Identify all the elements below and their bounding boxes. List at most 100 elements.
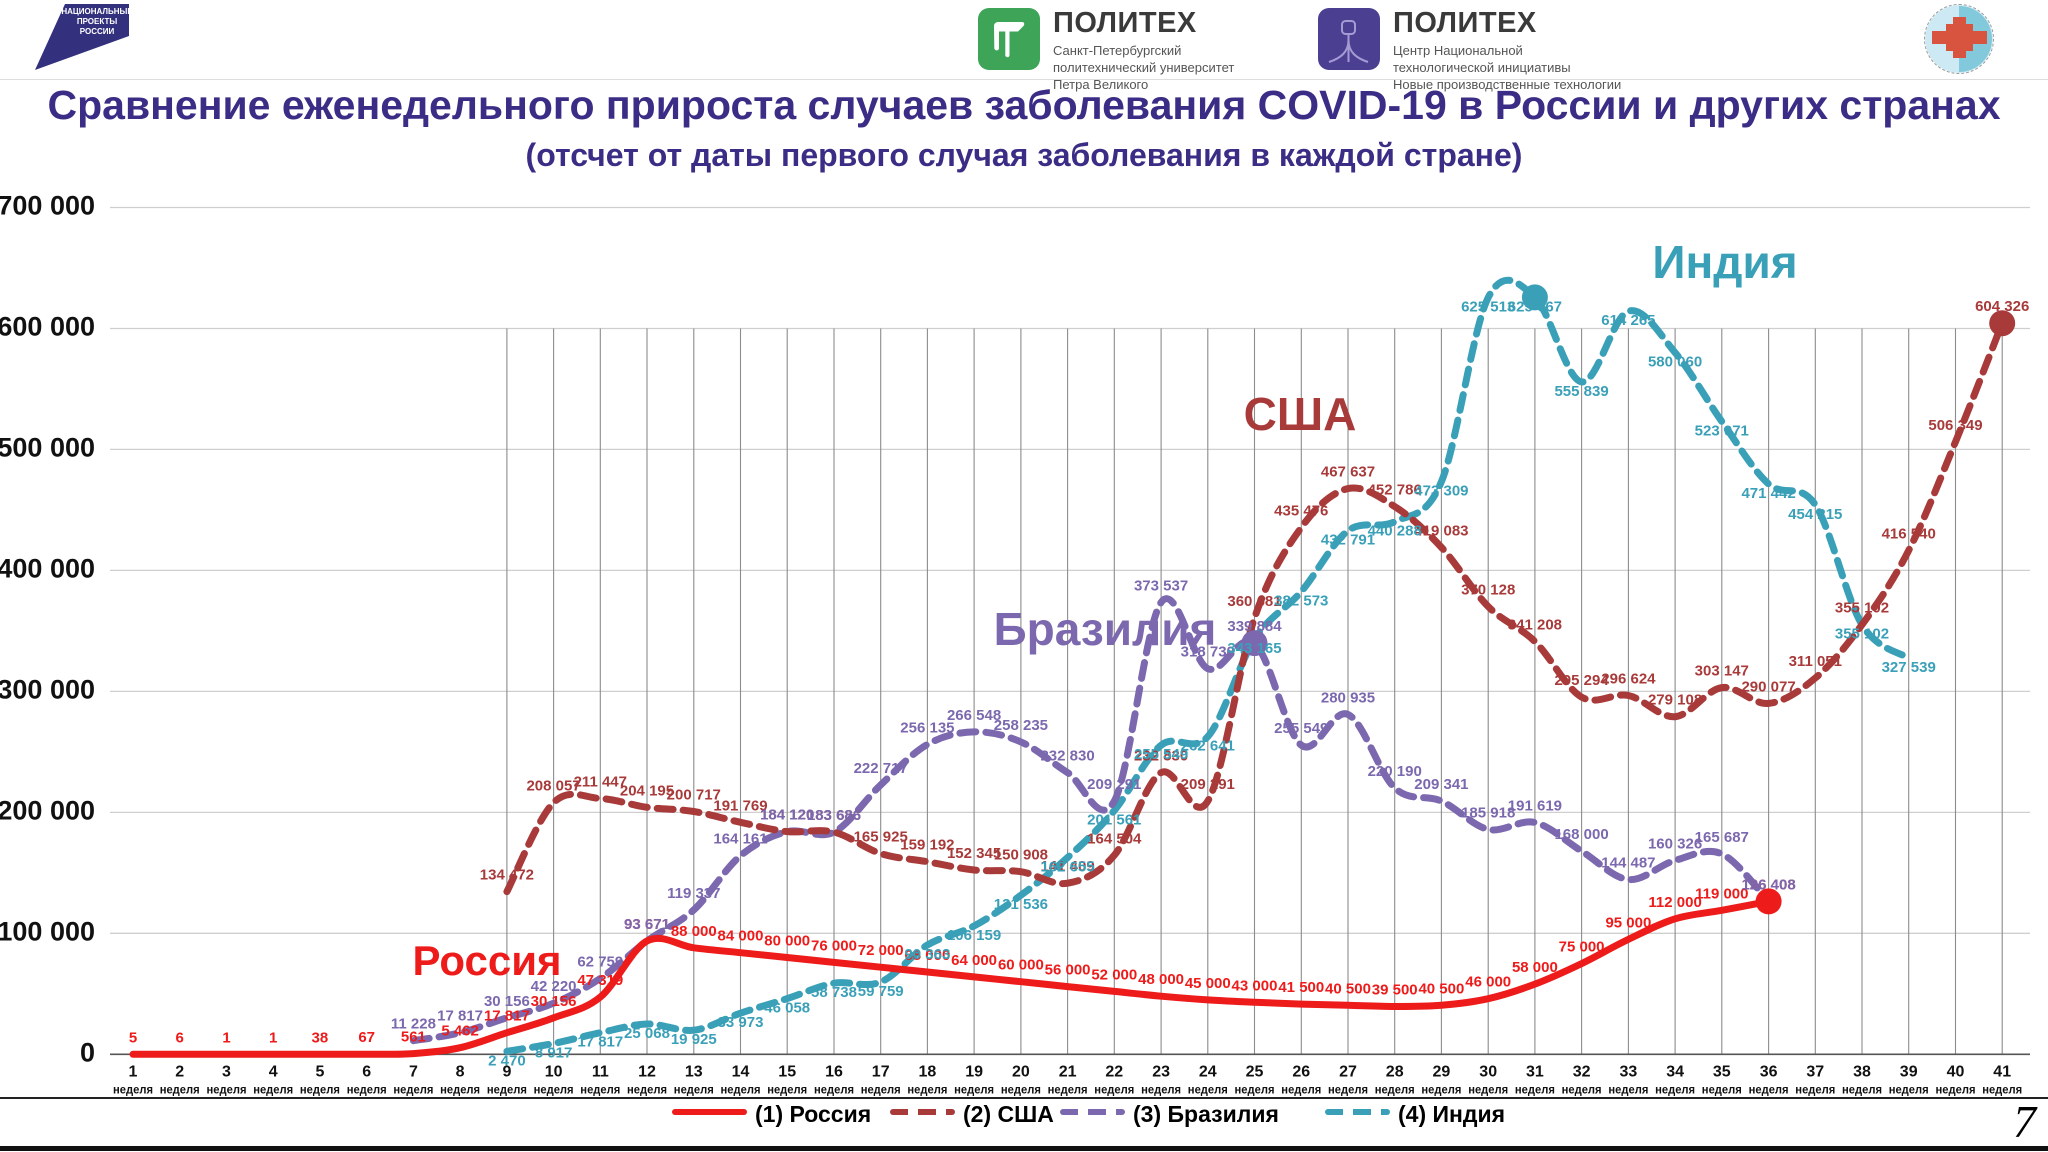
svg-text:58 738: 58 738: [811, 984, 857, 1001]
svg-text:неделя: неделя: [580, 1082, 620, 1096]
svg-text:290 077: 290 077: [1741, 678, 1795, 695]
svg-text:4: 4: [269, 1063, 278, 1080]
svg-text:39 500: 39 500: [1372, 982, 1418, 999]
svg-text:неделя: неделя: [767, 1082, 807, 1096]
svg-text:неделя: неделя: [1655, 1082, 1695, 1096]
svg-text:440 288: 440 288: [1368, 523, 1422, 540]
svg-text:неделя: неделя: [1375, 1082, 1415, 1096]
svg-text:339 884: 339 884: [1227, 618, 1282, 635]
svg-text:164 161: 164 161: [713, 831, 767, 848]
svg-text:28: 28: [1386, 1063, 1404, 1080]
svg-text:19 925: 19 925: [671, 1031, 717, 1048]
svg-text:555 839: 555 839: [1554, 383, 1608, 400]
svg-text:311 051: 311 051: [1789, 653, 1842, 670]
svg-text:435 476: 435 476: [1274, 503, 1328, 520]
svg-text:неделя: неделя: [347, 1082, 387, 1096]
svg-text:95 000: 95 000: [1605, 914, 1651, 931]
svg-text:31: 31: [1526, 1063, 1544, 1080]
svg-text:11: 11: [592, 1063, 609, 1080]
svg-text:164 504: 164 504: [1087, 830, 1142, 847]
svg-text:неделя: неделя: [627, 1082, 667, 1096]
svg-text:27: 27: [1339, 1063, 1357, 1080]
svg-text:неделя: неделя: [1749, 1082, 1789, 1096]
svg-text:21: 21: [1059, 1063, 1077, 1080]
svg-text:232 830: 232 830: [1040, 748, 1094, 765]
svg-text:33: 33: [1620, 1063, 1638, 1080]
svg-text:неделя: неделя: [861, 1082, 901, 1096]
svg-text:неделя: неделя: [721, 1082, 761, 1096]
svg-text:500 000: 500 000: [0, 432, 95, 462]
svg-text:262 641: 262 641: [1181, 738, 1235, 755]
svg-text:3: 3: [222, 1063, 231, 1080]
svg-text:67: 67: [358, 1029, 375, 1046]
svg-text:80 000: 80 000: [764, 933, 810, 950]
svg-text:209 291: 209 291: [1181, 776, 1235, 793]
svg-text:75 000: 75 000: [1559, 939, 1605, 956]
svg-text:165 687: 165 687: [1695, 829, 1749, 846]
svg-text:неделя: неделя: [1842, 1082, 1882, 1096]
svg-text:30: 30: [1479, 1063, 1497, 1080]
svg-text:209 341: 209 341: [1414, 776, 1468, 793]
svg-text:56 000: 56 000: [1045, 962, 1091, 979]
svg-text:20: 20: [1012, 1063, 1030, 1080]
svg-text:5: 5: [315, 1063, 324, 1080]
svg-text:неделя: неделя: [1094, 1082, 1134, 1096]
svg-text:373 537: 373 537: [1134, 577, 1188, 594]
svg-text:46 000: 46 000: [1465, 974, 1511, 991]
svg-text:60 000: 60 000: [998, 957, 1044, 974]
svg-text:неделя: неделя: [440, 1082, 480, 1096]
svg-text:1: 1: [222, 1029, 230, 1046]
svg-text:296 624: 296 624: [1601, 671, 1656, 688]
svg-text:неделя: неделя: [1795, 1082, 1835, 1096]
svg-text:355 102: 355 102: [1835, 626, 1889, 643]
svg-text:131 536: 131 536: [994, 896, 1048, 913]
svg-text:201 561: 201 561: [1087, 812, 1141, 829]
svg-text:17 817: 17 817: [437, 1008, 483, 1025]
svg-text:604 326: 604 326: [1975, 298, 2029, 315]
svg-text:467 637: 467 637: [1321, 464, 1375, 481]
svg-text:37: 37: [1806, 1063, 1824, 1080]
svg-text:35: 35: [1713, 1063, 1731, 1080]
svg-text:неделя: неделя: [1468, 1082, 1508, 1096]
svg-text:343 165: 343 165: [1227, 640, 1281, 657]
svg-text:700 000: 700 000: [0, 191, 95, 221]
svg-text:неделя: неделя: [1328, 1082, 1368, 1096]
svg-text:25: 25: [1246, 1063, 1264, 1080]
svg-text:38: 38: [1853, 1063, 1871, 1080]
svg-text:191 619: 191 619: [1508, 798, 1562, 815]
svg-text:неделя: неделя: [1281, 1082, 1321, 1096]
svg-text:45 000: 45 000: [1185, 975, 1231, 992]
svg-text:неделя: неделя: [1001, 1082, 1041, 1096]
svg-text:30 156: 30 156: [531, 993, 577, 1010]
svg-text:76 000: 76 000: [811, 937, 857, 954]
svg-text:119 337: 119 337: [667, 885, 720, 902]
svg-text:неделя: неделя: [674, 1082, 714, 1096]
svg-text:419 083: 419 083: [1414, 522, 1468, 539]
svg-text:471 442: 471 442: [1741, 485, 1795, 502]
svg-text:48 000: 48 000: [1138, 971, 1184, 988]
svg-text:168 000: 168 000: [1554, 826, 1608, 843]
svg-text:200 000: 200 000: [0, 795, 95, 825]
svg-text:18: 18: [919, 1063, 937, 1080]
svg-text:23: 23: [1152, 1063, 1170, 1080]
svg-text:29: 29: [1433, 1063, 1451, 1080]
svg-text:580 060: 580 060: [1648, 354, 1702, 371]
svg-text:41 500: 41 500: [1278, 979, 1324, 996]
svg-text:33 973: 33 973: [718, 1014, 764, 1031]
svg-text:600 000: 600 000: [0, 312, 95, 342]
svg-text:370 128: 370 128: [1461, 582, 1515, 599]
svg-text:17 817: 17 817: [577, 1034, 623, 1051]
svg-text:неделя: неделя: [1608, 1082, 1648, 1096]
svg-text:209 291: 209 291: [1087, 776, 1141, 793]
svg-text:625 667: 625 667: [1508, 298, 1562, 315]
svg-text:506 349: 506 349: [1928, 417, 1982, 434]
svg-text:неделя: неделя: [814, 1082, 854, 1096]
svg-text:неделя: неделя: [1889, 1082, 1929, 1096]
svg-text:24: 24: [1199, 1063, 1217, 1080]
svg-text:41: 41: [1993, 1063, 2011, 1080]
svg-text:40 500: 40 500: [1418, 980, 1464, 997]
svg-text:неделя: неделя: [1702, 1082, 1742, 1096]
svg-text:1: 1: [269, 1029, 277, 1046]
svg-text:неделя: неделя: [300, 1082, 340, 1096]
svg-text:неделя: неделя: [1562, 1082, 1602, 1096]
